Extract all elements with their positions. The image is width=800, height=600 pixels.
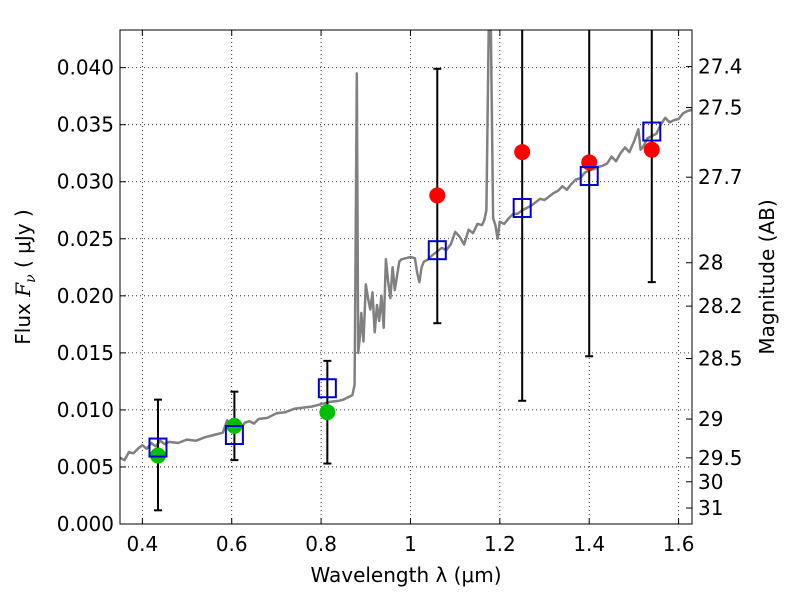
right-tick-label: 31 [698, 496, 723, 520]
x-tick-label: 1 [404, 532, 417, 556]
right-tick-label: 29 [698, 407, 723, 431]
model-flux-square [148, 437, 168, 458]
right-axis-label: Magnitude (AB) [755, 199, 779, 354]
y-tick-label: 0.035 [57, 113, 114, 137]
flux-point [429, 187, 446, 204]
y-tick-label: 0.005 [57, 455, 114, 479]
x-tick-label: 0.6 [216, 532, 248, 556]
y-tick-label: 0.025 [57, 227, 114, 251]
x-tick-label: 1.2 [484, 532, 516, 556]
y-tick-label: 0.040 [57, 56, 114, 80]
right-tick-label: 27.7 [698, 165, 743, 189]
flux-point [149, 447, 166, 464]
y-tick-label: 0.010 [57, 398, 114, 422]
right-tick-label: 27.5 [698, 96, 743, 120]
x-tick-label: 0.4 [126, 532, 158, 556]
y-tick-label: 0.030 [57, 170, 114, 194]
y-tick-label: 0.000 [57, 512, 114, 536]
flux-point [643, 141, 660, 158]
right-tick-label: 27.4 [698, 55, 743, 79]
model-flux-square [317, 378, 337, 399]
photometry-markers [148, 121, 662, 464]
axis-ticks [120, 30, 692, 525]
right-tick-label: 30 [698, 470, 723, 494]
model-flux-square [224, 425, 244, 446]
right-tick-label: 28 [698, 251, 723, 275]
right-tick-label: 28.5 [698, 347, 743, 371]
y-axis-label: Flux Fν ( μJy ) [11, 209, 39, 344]
flux-point [319, 404, 336, 421]
plot-frame [119, 29, 693, 525]
right-tick-label: 29.5 [698, 446, 743, 470]
right-tick-label: 28.2 [698, 294, 743, 318]
model-flux-square [512, 197, 532, 218]
x-tick-label: 1.6 [663, 532, 695, 556]
flux-point [514, 144, 531, 161]
model-flux-square [427, 240, 447, 261]
x-tick-label: 1.4 [573, 532, 605, 556]
model-flux-square [579, 166, 599, 187]
y-tick-label: 0.015 [57, 341, 114, 365]
x-axis-label: Wavelength λ (μm) [310, 563, 501, 587]
x-tick-label: 0.8 [305, 532, 337, 556]
y-tick-label: 0.020 [57, 284, 114, 308]
tick-labels: 0.4 0.6 0.8 1 1.2 1.4 1.6 0.000 0.005 0.010 0.015 0… [57, 55, 743, 556]
model-flux-square [642, 121, 662, 142]
